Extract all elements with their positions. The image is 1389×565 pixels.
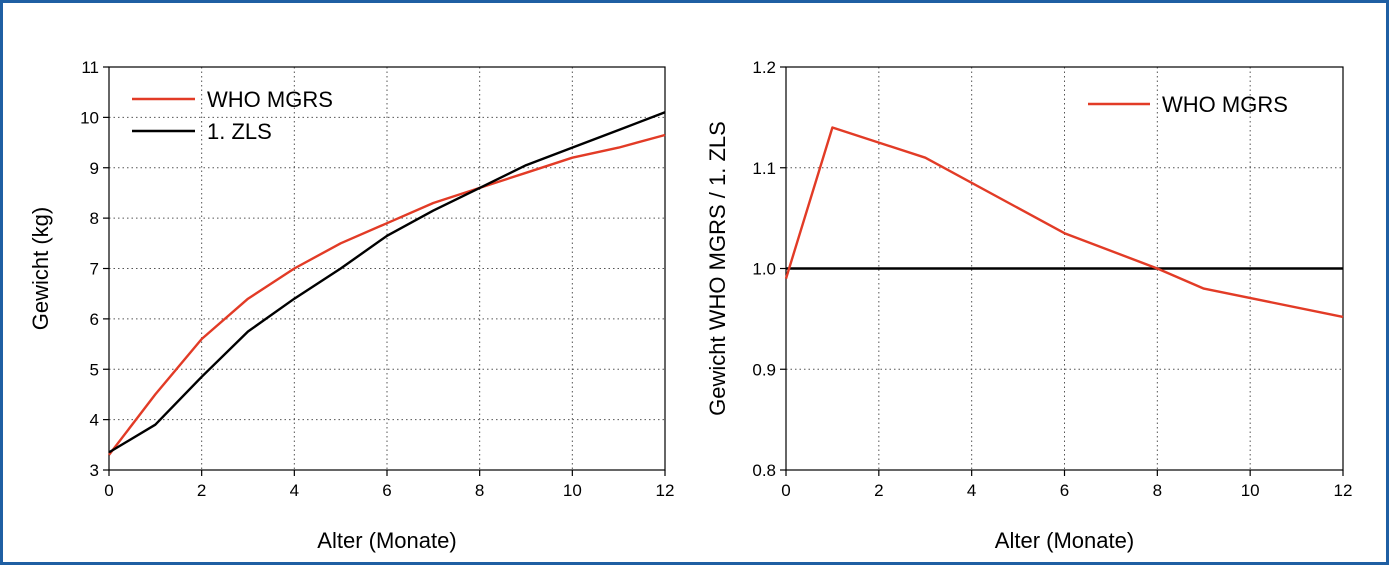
y-tick-label: 9 — [90, 159, 99, 178]
series-line-zls — [108, 111, 666, 454]
y-tick-label: 1.1 — [752, 159, 776, 178]
y-tick-label: 1.0 — [752, 260, 776, 279]
x-tick-label: 10 — [1241, 481, 1260, 500]
y-tick-label: 3 — [90, 461, 99, 480]
x-tick-label: 8 — [475, 481, 484, 500]
y-axis-label: Gewicht (kg) — [28, 207, 53, 330]
x-tick-label: 8 — [1153, 481, 1162, 500]
y-tick-label: 1.2 — [752, 58, 776, 77]
y-tick-label: 4 — [90, 411, 99, 430]
series-line-who-mgrs — [784, 126, 1344, 319]
weight-chart: 0 2 4 6 8 10 12 3 4 5 6 7 8 9 10 11 Alter (Monate) Gewich… — [28, 58, 674, 553]
legend-label: WHO MGRS — [1162, 92, 1288, 117]
x-tick-label: 12 — [1334, 481, 1353, 500]
y-axis-label: Gewicht WHO MGRS / 1. ZLS — [705, 121, 730, 416]
x-tick-label: 4 — [290, 481, 299, 500]
x-tick-label: 0 — [104, 481, 113, 500]
y-tick-label: 7 — [90, 260, 99, 279]
legend-label: WHO MGRS — [207, 87, 333, 112]
y-tick-label: 8 — [90, 209, 99, 228]
x-axis-label: Alter (Monate) — [317, 528, 456, 553]
x-tick-label: 6 — [1060, 481, 1069, 500]
y-tick-label: 0.9 — [752, 360, 776, 379]
y-tick-label: 5 — [90, 360, 99, 379]
y-tick-label: 6 — [90, 310, 99, 329]
x-tick-label: 6 — [382, 481, 391, 500]
series-line-who-mgrs — [108, 133, 666, 456]
x-tick-label: 10 — [563, 481, 582, 500]
legend-label: 1. ZLS — [207, 119, 272, 144]
x-tick-label: 4 — [967, 481, 976, 500]
x-tick-label: 12 — [656, 481, 675, 500]
x-tick-label: 0 — [781, 481, 790, 500]
x-axis-label: Alter (Monate) — [995, 528, 1134, 553]
y-tick-label: 10 — [80, 108, 99, 127]
x-tick-label: 2 — [874, 481, 883, 500]
ratio-chart: 0 2 4 6 8 10 12 0.8 0.9 1.0 1.1 1.2 Alter (Monate) Ge… — [705, 58, 1352, 553]
y-tick-label: 11 — [81, 58, 99, 77]
y-tick-label: 0.8 — [752, 461, 776, 480]
x-tick-label: 2 — [197, 481, 206, 500]
